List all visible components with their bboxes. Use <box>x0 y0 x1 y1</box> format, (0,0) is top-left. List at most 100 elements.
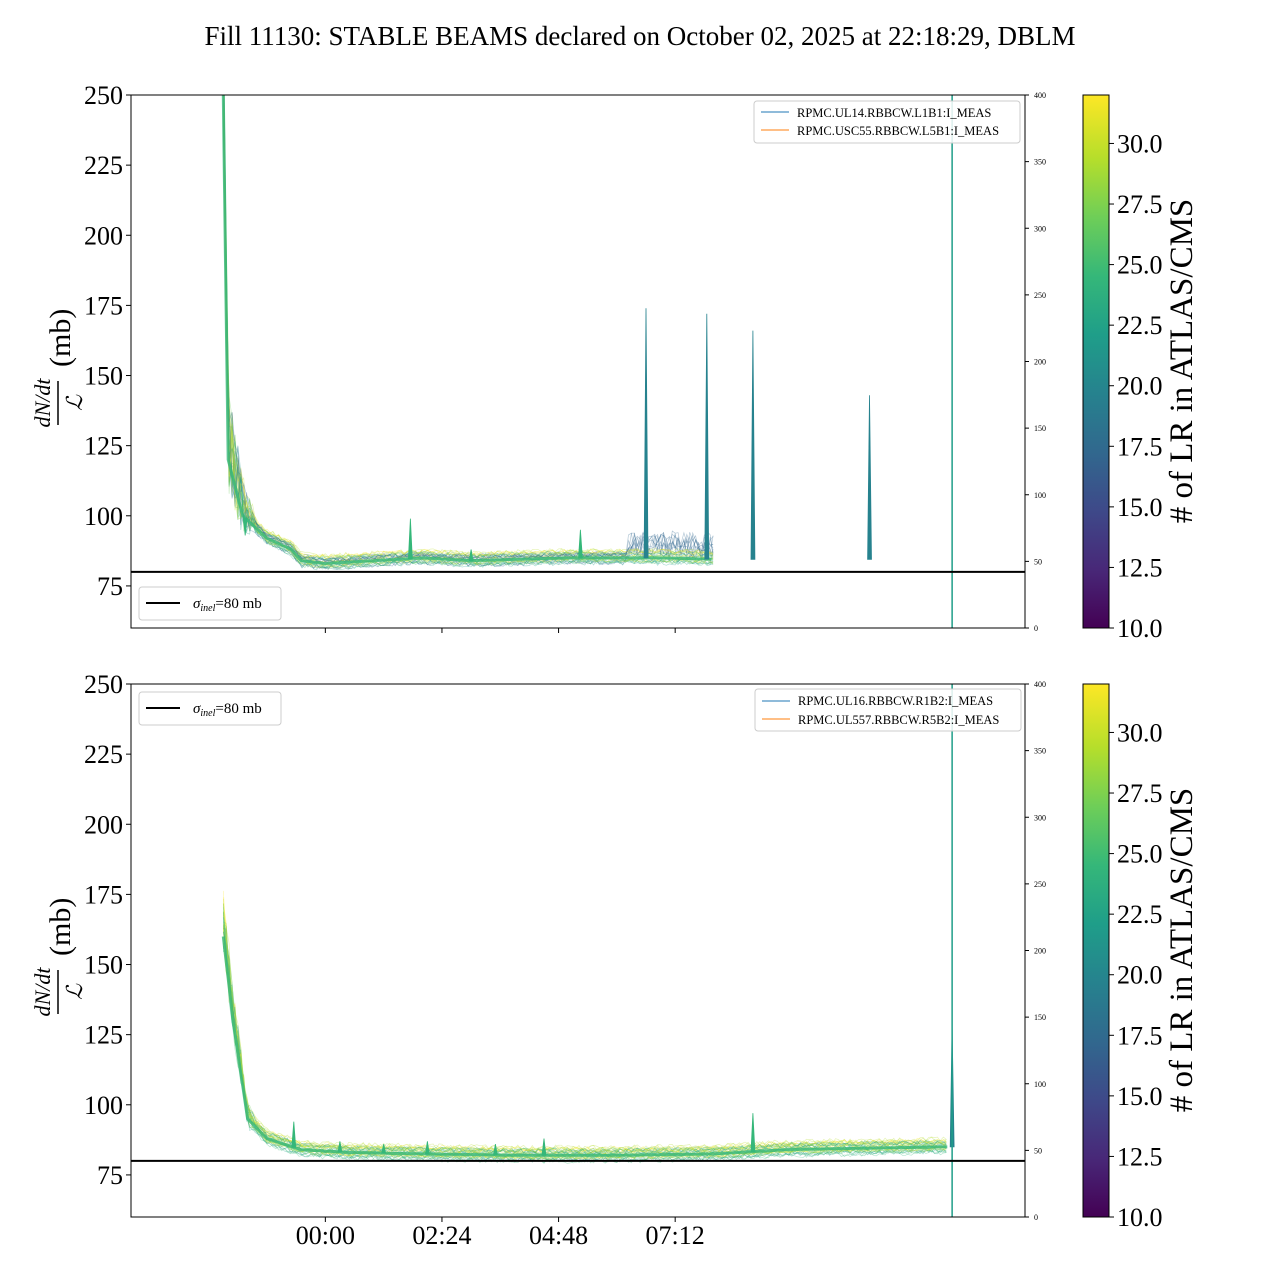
trace-line <box>223 95 714 568</box>
right-tick-label: 400 <box>1034 680 1046 689</box>
trace-line <box>222 931 947 1154</box>
colorbar-tick-label: 22.5 <box>1117 900 1163 929</box>
trace-line <box>222 125 714 562</box>
colorbar-tick-label: 17.5 <box>1117 1021 1163 1050</box>
y-tick-label: 200 <box>84 810 123 839</box>
trace-line <box>222 95 714 562</box>
trace-line <box>222 945 947 1158</box>
trace-line <box>222 107 714 560</box>
y-axis-top: 75 100 125 150 175 200 225 250 <box>84 81 131 601</box>
trace-line <box>222 932 947 1163</box>
colorbar-tick-label: 12.5 <box>1117 1142 1163 1171</box>
trace-line <box>223 95 714 570</box>
trace-line <box>222 914 947 1158</box>
trace-line <box>222 911 947 1155</box>
trace-line <box>222 925 947 1157</box>
legend-entry: RPMC.UL557.RBBCW.R5B2:I_MEAS <box>798 713 999 727</box>
y-axis-label-bottom: dN/dt ℒ (mb) <box>30 898 87 1017</box>
trace-spike <box>867 395 872 560</box>
trace-line <box>223 95 714 562</box>
trace-line <box>222 942 947 1159</box>
ylabel-numerator: dN/dt <box>30 967 55 1017</box>
x-axis-labels: 00:00 02:24 04:48 07:12 <box>296 1221 705 1250</box>
colorbar-tick-label: 22.5 <box>1117 311 1163 340</box>
trace-line <box>223 95 714 570</box>
legend-entry: RPMC.UL14.RBBCW.L1B1:I_MEAS <box>797 106 991 120</box>
trace-line <box>222 925 947 1159</box>
y-tick-label: 250 <box>84 81 123 110</box>
right-tick-label: 250 <box>1034 880 1046 889</box>
trace-line <box>222 923 947 1153</box>
trace-spike <box>643 308 649 559</box>
right-axis-top: 0 50 100 150 200 250 300 350 400 <box>1025 91 1046 633</box>
right-tick-label: 100 <box>1034 1080 1046 1089</box>
trace-line <box>223 95 714 564</box>
right-tick-label: 0 <box>1034 624 1038 633</box>
trace-line <box>222 113 714 569</box>
trace-line <box>222 903 947 1153</box>
trace-line <box>223 95 714 567</box>
legend-box <box>138 691 282 726</box>
trace-line <box>222 943 947 1162</box>
trace-line <box>223 927 947 1154</box>
trace-spike <box>578 529 583 559</box>
right-tick-label: 200 <box>1034 358 1046 367</box>
trace-line <box>222 912 947 1154</box>
y-tick-label: 125 <box>84 1021 123 1050</box>
colorbar-label: # of LR in ATLAS/CMS <box>1164 788 1200 1113</box>
ylabel-numerator: dN/dt <box>30 378 55 428</box>
trace-line <box>222 927 947 1162</box>
x-tick-label: 02:24 <box>412 1221 471 1250</box>
axes-frame-top <box>130 94 1026 629</box>
trace-line <box>222 926 947 1164</box>
trace-line <box>223 95 714 560</box>
trace-spike <box>750 1113 756 1152</box>
trace-line <box>222 911 947 1160</box>
colorbar-tick-label: 27.5 <box>1117 779 1163 808</box>
right-tick-label: 0 <box>1034 1213 1038 1222</box>
legend-reference-top: σinel=80 mb <box>138 586 282 621</box>
trace-line <box>223 921 947 1157</box>
y-axis-bottom: 75 100 125 150 175 200 225 250 <box>84 670 131 1190</box>
right-tick-label: 100 <box>1034 491 1046 500</box>
y-tick-label: 100 <box>84 1091 123 1120</box>
trace-line <box>222 897 947 1158</box>
ylabel-denominator: ℒ <box>62 394 87 411</box>
trace-line <box>222 914 947 1152</box>
right-tick-label: 350 <box>1034 158 1046 167</box>
right-tick-label: 150 <box>1034 424 1046 433</box>
right-tick-label: 150 <box>1034 1013 1046 1022</box>
legend-box <box>754 688 1022 732</box>
trace-spike <box>424 1141 430 1155</box>
trace-line <box>223 95 714 567</box>
trace-line <box>223 95 714 561</box>
right-tick-label: 300 <box>1034 813 1046 822</box>
trace-line <box>223 937 947 1160</box>
colorbar-ticks: 10.0 12.5 15.0 17.5 20.0 22.5 25.0 27.5 30.0 <box>1109 718 1163 1232</box>
trace-line <box>223 95 714 561</box>
trace-line <box>222 898 947 1159</box>
y-tick-label: 200 <box>84 221 123 250</box>
panel-bottom: 75 100 125 150 175 200 225 250 0 50 100 150 200 250 3… <box>30 670 1046 1222</box>
right-tick-label: 250 <box>1034 291 1046 300</box>
trace-spike <box>541 1138 547 1156</box>
y-tick-label: 75 <box>97 572 123 601</box>
x-ticks-top <box>324 628 676 633</box>
y-tick-label: 225 <box>84 740 123 769</box>
colorbar-tick-label: 12.5 <box>1117 553 1163 582</box>
trace-line <box>222 112 714 565</box>
trace-line <box>222 118 714 570</box>
colorbar-ticks: 10.0 12.5 15.0 17.5 20.0 22.5 25.0 27.5 30.0 <box>1109 129 1163 643</box>
y-tick-label: 125 <box>84 432 123 461</box>
trace-spike <box>381 1144 387 1154</box>
trace-spike <box>468 549 474 562</box>
data-traces <box>221 95 953 628</box>
legend-entry-sigma: σinel=80 mb <box>193 701 262 719</box>
trace-line <box>222 911 947 1151</box>
trace-line <box>222 95 714 563</box>
trace-line <box>223 95 714 565</box>
trace-line <box>223 95 714 570</box>
trace-line <box>223 95 714 558</box>
right-tick-label: 50 <box>1034 1146 1042 1155</box>
colorbar-tick-label: 20.0 <box>1117 961 1163 990</box>
